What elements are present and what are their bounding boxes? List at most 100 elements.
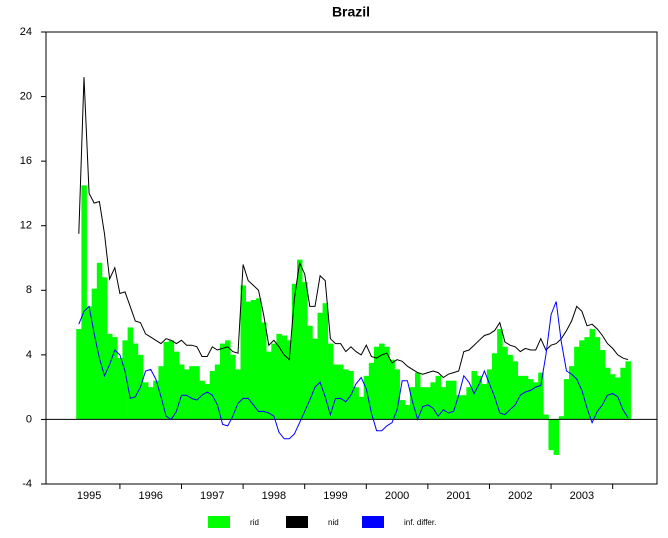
bar bbox=[466, 387, 472, 420]
legend-swatch bbox=[362, 516, 384, 528]
bar bbox=[107, 333, 113, 420]
bar bbox=[189, 366, 195, 420]
y-tick-label: -4 bbox=[22, 478, 32, 490]
bar bbox=[497, 329, 503, 420]
bar bbox=[394, 369, 400, 420]
bar bbox=[450, 380, 457, 420]
bar bbox=[250, 299, 257, 420]
bar bbox=[620, 367, 626, 420]
bar bbox=[276, 333, 282, 420]
bar bbox=[538, 372, 544, 420]
bar bbox=[153, 380, 159, 420]
bar bbox=[610, 374, 616, 420]
bar bbox=[368, 362, 375, 420]
bar bbox=[456, 395, 462, 420]
bar bbox=[584, 337, 590, 420]
bar bbox=[599, 350, 606, 420]
plot-frame bbox=[45, 31, 658, 485]
legend-label: inf. differ. bbox=[404, 518, 436, 527]
legend-swatch bbox=[286, 516, 308, 528]
bar bbox=[163, 341, 169, 420]
bar bbox=[625, 361, 631, 420]
x-tick-label: 1997 bbox=[200, 490, 224, 502]
bar bbox=[491, 353, 498, 420]
bar bbox=[143, 382, 149, 420]
x-tick-label: 1996 bbox=[138, 490, 162, 502]
x-tick-label: 2002 bbox=[508, 490, 532, 502]
bar bbox=[353, 387, 359, 420]
bar bbox=[415, 372, 421, 420]
bar bbox=[307, 325, 313, 420]
bar bbox=[117, 358, 123, 420]
bar bbox=[379, 343, 385, 420]
bar bbox=[327, 343, 334, 420]
bar bbox=[373, 346, 380, 420]
bar bbox=[332, 364, 339, 420]
bar bbox=[522, 375, 529, 420]
bar bbox=[440, 387, 447, 420]
x-tick-label: 2001 bbox=[446, 490, 470, 502]
bar bbox=[127, 327, 134, 420]
bar bbox=[363, 375, 370, 420]
bar bbox=[604, 367, 611, 420]
bar bbox=[312, 338, 318, 420]
bar bbox=[476, 375, 483, 420]
bar bbox=[517, 375, 524, 420]
bar bbox=[533, 382, 539, 420]
bar bbox=[574, 346, 580, 420]
bar bbox=[579, 340, 585, 420]
y-tick-label: 12 bbox=[20, 220, 32, 232]
bar bbox=[204, 383, 211, 420]
bar bbox=[384, 346, 390, 420]
bar bbox=[112, 337, 118, 420]
y-tick-label: 24 bbox=[20, 26, 32, 38]
y-tick-label: 4 bbox=[26, 349, 32, 361]
bar bbox=[148, 387, 154, 420]
bar bbox=[512, 361, 519, 420]
bar bbox=[240, 285, 246, 420]
bar bbox=[471, 371, 477, 420]
x-tick-label: 1995 bbox=[77, 490, 101, 502]
bar bbox=[445, 380, 452, 420]
bar bbox=[219, 343, 226, 420]
bar bbox=[122, 340, 128, 420]
legend-swatch bbox=[208, 516, 230, 528]
bar bbox=[568, 366, 575, 420]
bar bbox=[317, 312, 323, 420]
bar bbox=[425, 387, 431, 420]
bar bbox=[91, 288, 98, 420]
bar bbox=[430, 382, 436, 420]
bar bbox=[96, 262, 103, 420]
bar bbox=[481, 383, 488, 420]
line bbox=[78, 77, 629, 379]
bar bbox=[543, 414, 549, 420]
bar bbox=[184, 369, 190, 420]
bar bbox=[271, 343, 277, 420]
bar bbox=[322, 303, 329, 420]
y-tick-label: 0 bbox=[26, 413, 32, 425]
bar bbox=[214, 364, 221, 420]
legend-label: nid bbox=[328, 518, 339, 527]
bar bbox=[302, 282, 308, 420]
bar bbox=[81, 185, 87, 420]
bar bbox=[199, 380, 205, 420]
bar bbox=[86, 306, 93, 420]
chart-title: Brazil bbox=[332, 4, 370, 20]
bar bbox=[553, 419, 560, 455]
bar bbox=[286, 340, 293, 420]
bar bbox=[281, 335, 288, 420]
y-tick-label: 16 bbox=[20, 155, 32, 167]
bar bbox=[527, 379, 534, 420]
bar bbox=[548, 419, 554, 451]
bar bbox=[558, 416, 565, 420]
x-tick-label: 1999 bbox=[323, 490, 347, 502]
bar bbox=[194, 366, 200, 420]
x-tick-label: 1998 bbox=[262, 490, 286, 502]
bar bbox=[589, 329, 596, 420]
bar bbox=[266, 351, 272, 420]
bar bbox=[594, 337, 601, 420]
bar bbox=[338, 364, 344, 420]
bar bbox=[76, 329, 82, 420]
y-tick-label: 20 bbox=[20, 90, 32, 102]
